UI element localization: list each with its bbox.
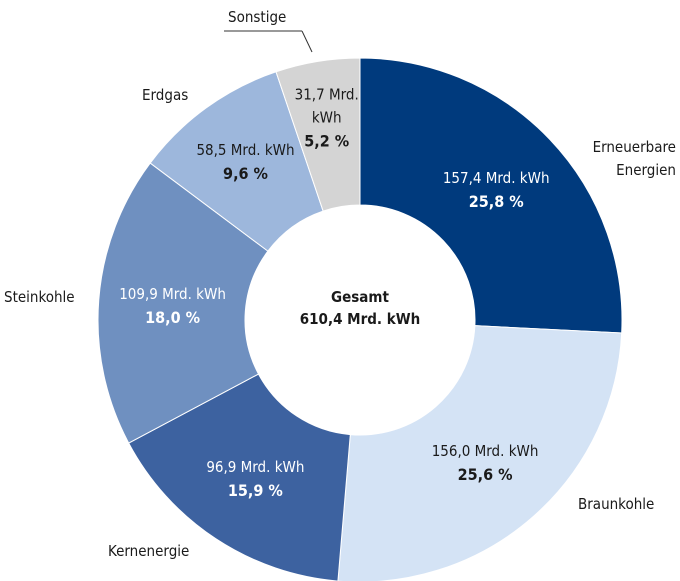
donut-slice <box>359 57 623 334</box>
category-label: Erdgas <box>142 86 189 104</box>
value-label-kwh: 157,4 Mrd. kWh <box>442 169 550 188</box>
value-label: 157,4 Mrd. kWh 25,8 % <box>421 167 571 213</box>
category-label: Kernenergie <box>108 542 190 560</box>
total-label: 610,4 Mrd. kWh <box>299 310 421 328</box>
donut-slice <box>128 373 351 581</box>
value-label-kwh: 109,9 Mrd. kWh <box>119 284 226 303</box>
donut-slice <box>97 162 269 444</box>
value-label-kwh: 58,5 Mrd. kWh <box>196 141 295 160</box>
value-label-percent: 5,2 % <box>304 131 350 151</box>
value-label: 156,0 Mrd. kWh 25,6 % <box>410 440 560 486</box>
value-label-percent: 9,6 % <box>223 164 268 184</box>
category-label: Braunkohle <box>578 495 655 513</box>
center-label: Gesamt <box>331 288 389 306</box>
value-label-kwh: 96,9 Mrd. kWh <box>206 457 305 476</box>
value-label: 109,9 Mrd. kWh 18,0 % <box>98 283 248 329</box>
category-label: Erneuerbare Energien <box>592 138 676 179</box>
value-label-percent: 18,0 % <box>145 307 201 327</box>
value-label-percent: 25,6 % <box>457 465 513 485</box>
value-label: 31,7 Mrd. kWh 5,2 % <box>292 83 362 152</box>
category-label: Sonstige <box>228 8 287 26</box>
value-label-kwh: 31,7 Mrd. kWh <box>294 85 359 127</box>
value-label-kwh: 156,0 Mrd. kWh <box>431 442 539 461</box>
value-label-percent: 25,8 % <box>468 192 524 212</box>
value-label-percent: 15,9 % <box>227 480 283 500</box>
category-label: Steinkohle <box>4 288 75 306</box>
donut-slice <box>275 57 361 212</box>
leader-line <box>301 30 313 53</box>
value-label: 58,5 Mrd. kWh 9,6 % <box>171 139 321 185</box>
value-label: 96,9 Mrd. kWh 15,9 % <box>180 456 330 502</box>
